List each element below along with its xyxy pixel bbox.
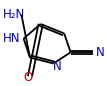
Text: N: N: [96, 46, 104, 59]
Text: H₂N: H₂N: [3, 8, 26, 21]
Text: O: O: [24, 71, 33, 84]
Text: HN: HN: [3, 32, 20, 45]
Text: N: N: [53, 60, 62, 73]
